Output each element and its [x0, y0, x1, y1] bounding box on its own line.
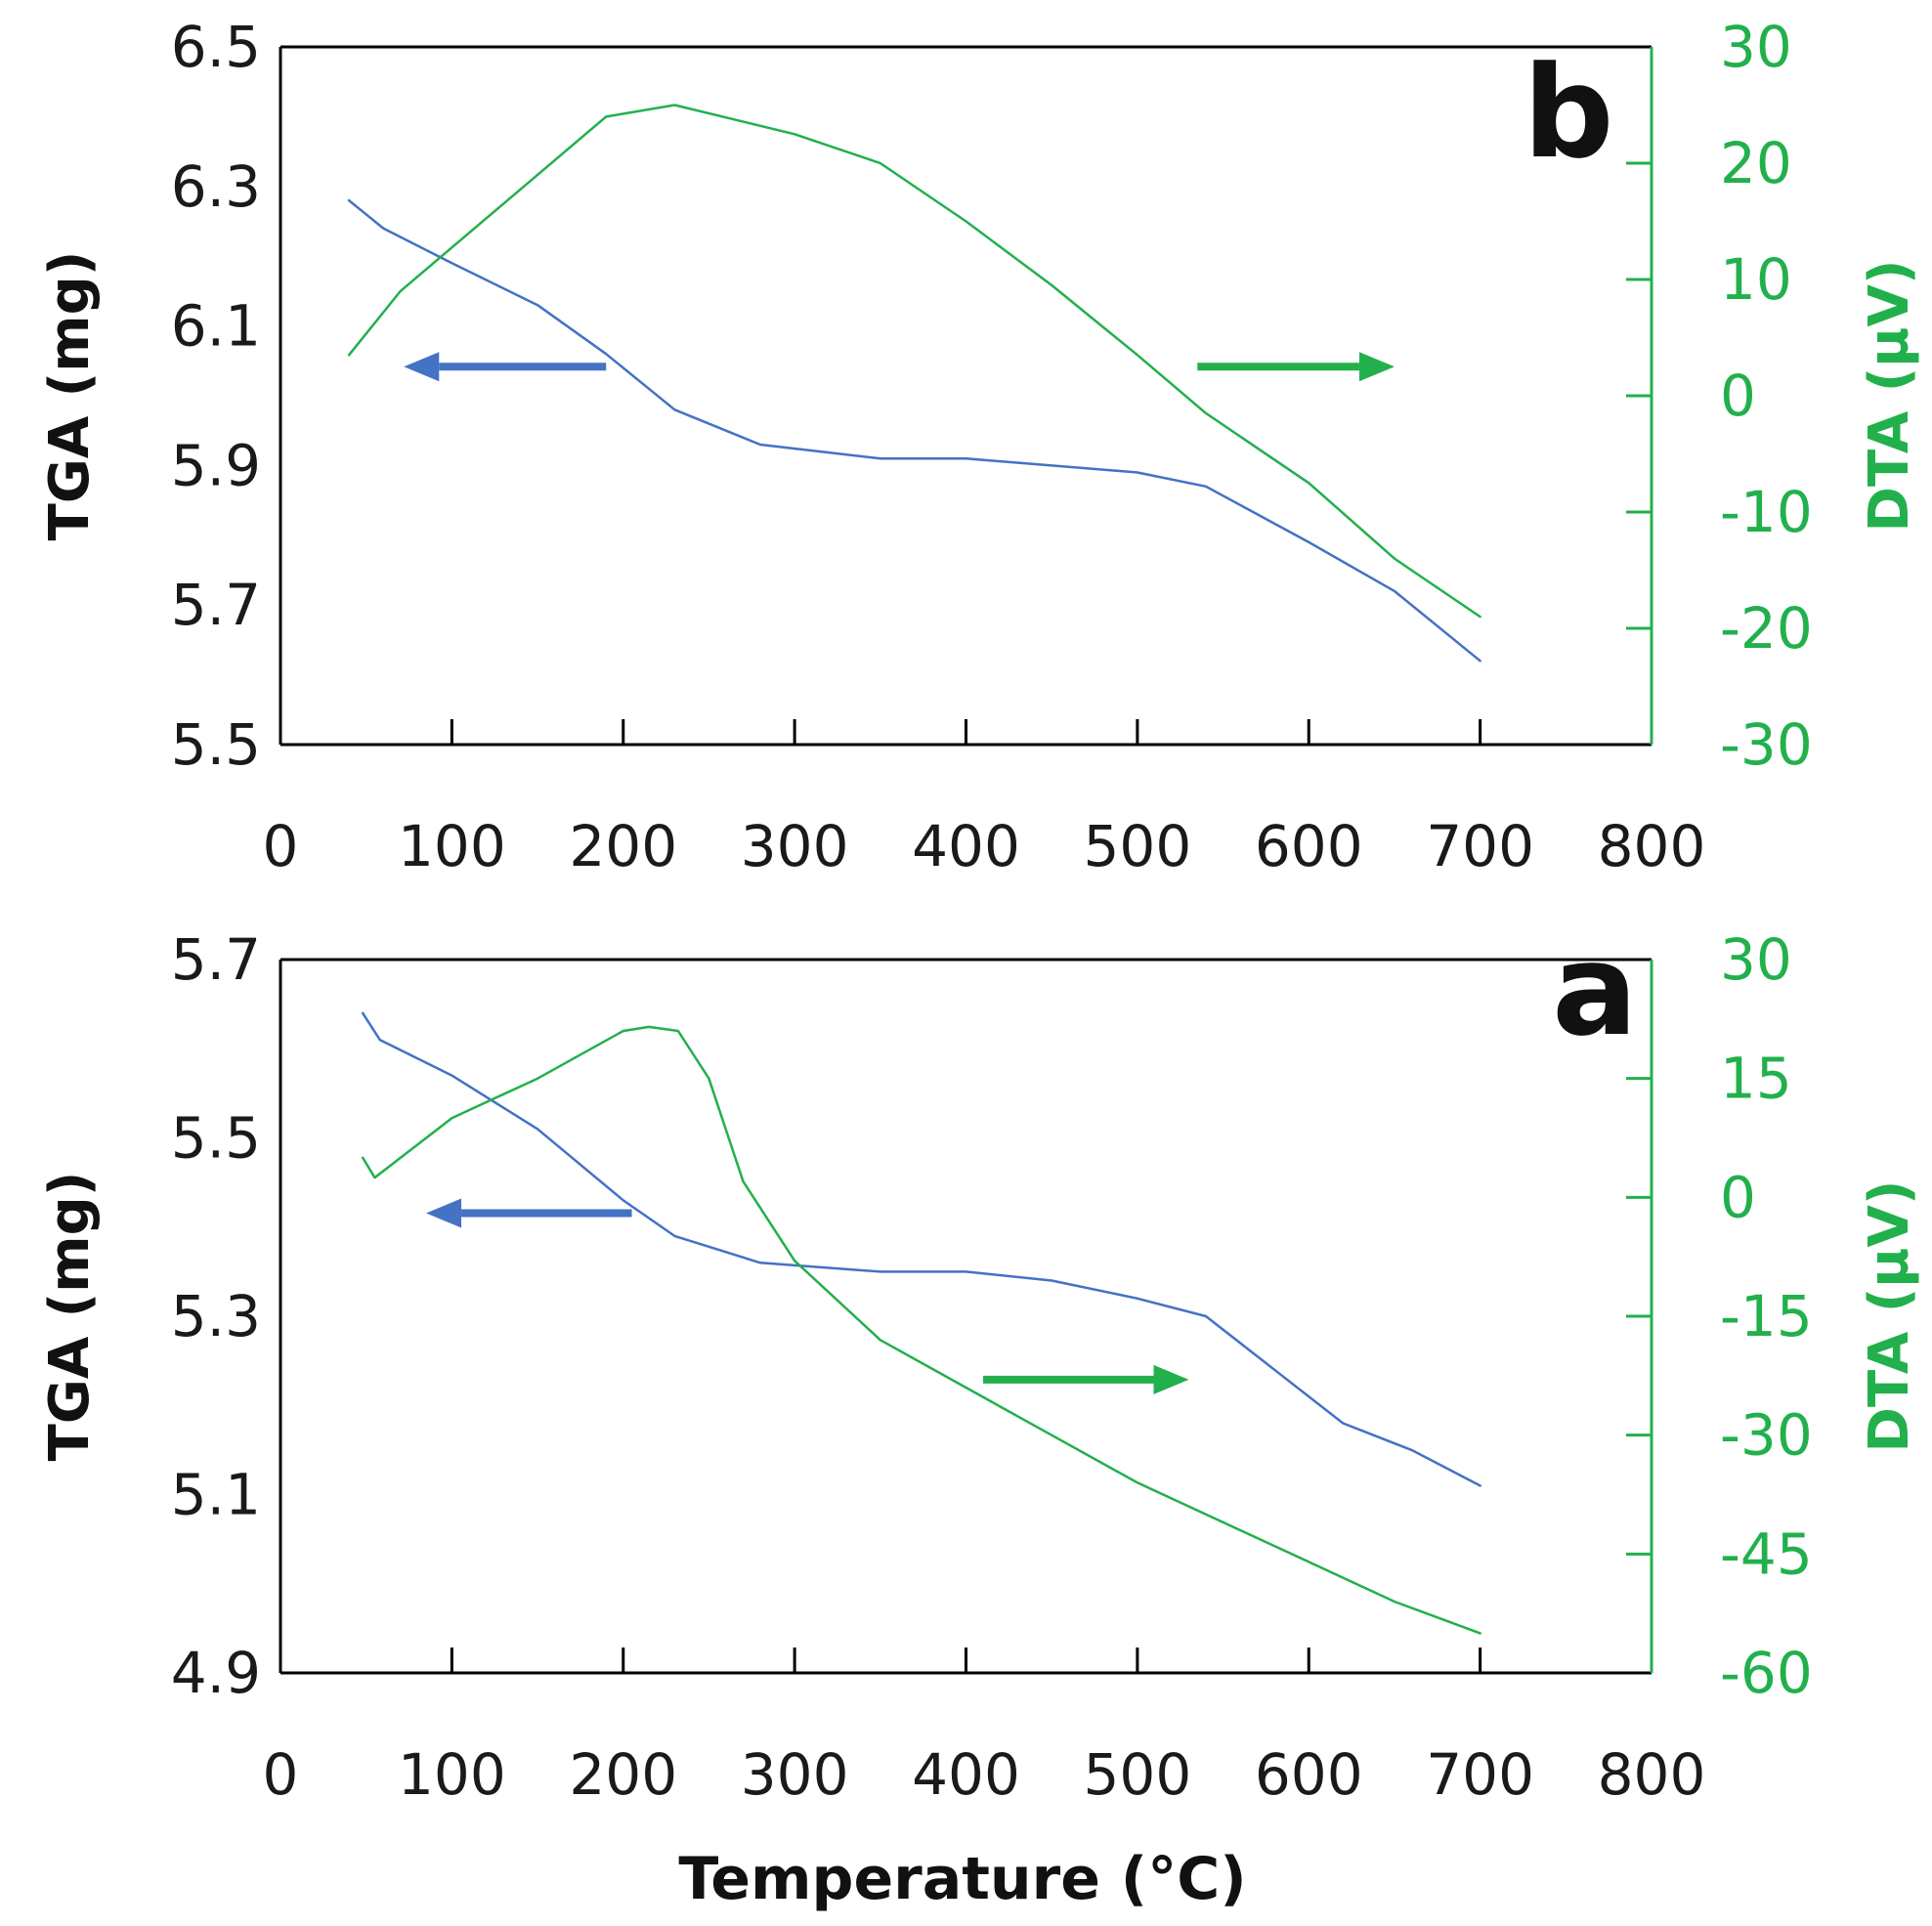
arrow-head [404, 352, 440, 382]
x-tick-label: 800 [1598, 813, 1706, 879]
right-y-tick-label: -45 [1720, 1520, 1813, 1587]
x-tick-label: 300 [741, 813, 849, 879]
y-tick-label: 5.9 [171, 432, 261, 498]
x-tick-label: 200 [569, 1741, 677, 1808]
chart-panel-a: 0 100 200 300 400 500 600 700 8005.75.55.35.14.9… [38, 916, 1921, 1808]
right-y-tick-label: 0 [1720, 363, 1756, 429]
x-tick-label: 300 [741, 1741, 849, 1808]
right-y-tick-label: -30 [1720, 1402, 1813, 1469]
right-y-tick-label: -15 [1720, 1283, 1813, 1349]
x-tick-label: 800 [1598, 1741, 1706, 1808]
arrow-head [1153, 1364, 1189, 1394]
y-tick-label: 5.3 [171, 1283, 261, 1349]
left-y-axis-label: TGA (mg) [38, 1172, 102, 1462]
x-tick-label: 0 [263, 1741, 299, 1808]
arrow-head [426, 1198, 462, 1228]
dta-series-line [347, 104, 1481, 619]
y-tick-label: 4.9 [171, 1640, 261, 1706]
x-tick-label: 700 [1426, 1741, 1534, 1808]
x-tick-label: 700 [1426, 813, 1534, 879]
y-tick-label: 5.5 [171, 711, 261, 778]
y-tick-label: 5.7 [171, 572, 261, 638]
x-tick-label: 500 [1084, 1741, 1192, 1808]
right-y-tick-label: -60 [1720, 1640, 1813, 1706]
tga-series-line [361, 1011, 1481, 1487]
y-tick-label: 5.7 [171, 926, 261, 993]
y-tick-label: 6.3 [171, 153, 261, 220]
dta-series-line [361, 1025, 1481, 1635]
arrow-head [1358, 352, 1395, 382]
x-tick-label: 200 [569, 813, 677, 879]
y-tick-label: 5.1 [171, 1462, 261, 1528]
right-y-axis-label: DTA (µV) [1858, 1180, 1921, 1453]
panel-label: a [1552, 916, 1638, 1064]
right-y-tick-label: 20 [1720, 130, 1792, 196]
right-y-tick-label: 10 [1720, 246, 1792, 313]
x-axis-label: Temperature (°C) [678, 1845, 1246, 1913]
y-tick-label: 6.1 [171, 293, 261, 360]
x-tick-label: 600 [1255, 1741, 1363, 1808]
right-y-tick-label: 30 [1720, 926, 1792, 993]
right-y-tick-label: 0 [1720, 1164, 1756, 1230]
chart-panel-b: 0 100 200 300 400 500 600 700 8006.56.36.15.95.7… [38, 14, 1921, 879]
x-tick-label: 500 [1084, 813, 1192, 879]
panel-label: b [1523, 38, 1613, 187]
left-y-axis-label: TGA (mg) [38, 251, 102, 541]
right-y-tick-label: 30 [1720, 14, 1792, 80]
right-y-tick-label: 15 [1720, 1046, 1792, 1112]
y-tick-label: 6.5 [171, 14, 261, 80]
right-y-tick-label: -20 [1720, 595, 1813, 662]
x-tick-label: 400 [912, 813, 1020, 879]
x-tick-label: 100 [398, 813, 506, 879]
x-tick-label: 0 [263, 813, 299, 879]
right-y-tick-label: -10 [1720, 479, 1813, 545]
y-tick-label: 5.5 [171, 1105, 261, 1172]
x-tick-label: 100 [398, 1741, 506, 1808]
x-tick-label: 600 [1255, 813, 1363, 879]
x-tick-label: 400 [912, 1741, 1020, 1808]
tga-series-line [347, 198, 1481, 663]
right-y-axis-label: DTA (µV) [1858, 260, 1921, 533]
right-y-tick-label: -30 [1720, 711, 1813, 778]
